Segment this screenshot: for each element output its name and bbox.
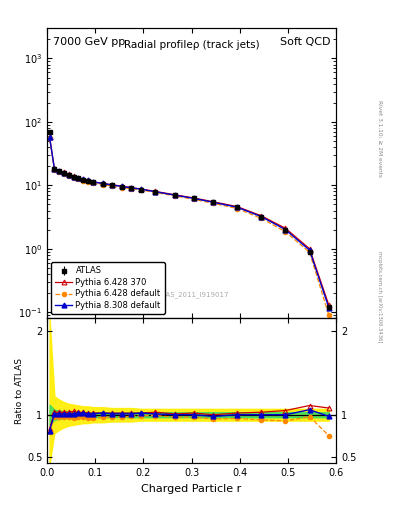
Pythia 6.428 default	[76, 176, 81, 182]
Pythia 6.428 default	[283, 229, 288, 235]
Line: Pythia 6.428 370: Pythia 6.428 370	[47, 135, 331, 307]
Pythia 8.308 default	[173, 192, 177, 198]
Pythia 8.308 default	[47, 134, 52, 140]
Pythia 6.428 370	[81, 176, 86, 182]
Pythia 6.428 370	[100, 180, 105, 186]
Pythia 8.308 default	[259, 214, 264, 220]
Pythia 8.308 default	[52, 166, 57, 172]
Pythia 8.308 default	[110, 182, 114, 188]
Pythia 8.308 default	[139, 186, 143, 192]
Pythia 8.308 default	[66, 172, 71, 178]
Pythia 6.428 370	[139, 186, 143, 192]
Pythia 8.308 default	[327, 305, 331, 311]
Pythia 8.308 default	[71, 174, 76, 180]
Pythia 6.428 370	[153, 188, 158, 195]
Line: Pythia 6.428 default: Pythia 6.428 default	[48, 136, 331, 317]
Pythia 6.428 default	[211, 200, 216, 206]
Pythia 6.428 default	[153, 189, 158, 196]
Pythia 6.428 370	[192, 195, 196, 201]
X-axis label: Charged Particle r: Charged Particle r	[141, 484, 242, 494]
Text: ATLAS_2011_I919017: ATLAS_2011_I919017	[154, 292, 230, 298]
Pythia 6.428 370	[119, 183, 124, 189]
Pythia 6.428 default	[129, 186, 134, 192]
Pythia 6.428 default	[57, 169, 62, 176]
Pythia 6.428 default	[100, 182, 105, 188]
Pythia 6.428 370	[307, 246, 312, 252]
Text: 7000 GeV pp: 7000 GeV pp	[53, 37, 125, 47]
Pythia 6.428 370	[327, 302, 331, 308]
Pythia 8.308 default	[192, 196, 196, 202]
Pythia 6.428 default	[62, 171, 66, 177]
Pythia 6.428 370	[71, 173, 76, 179]
Pythia 6.428 370	[259, 213, 264, 219]
Pythia 6.428 default	[52, 167, 57, 173]
Pythia 6.428 370	[62, 169, 66, 176]
Pythia 6.428 default	[259, 216, 264, 222]
Pythia 6.428 370	[129, 184, 134, 190]
Pythia 6.428 default	[192, 196, 196, 202]
Pythia 8.308 default	[86, 178, 90, 184]
Pythia 8.308 default	[90, 179, 95, 185]
Pythia 6.428 default	[66, 173, 71, 179]
Line: Pythia 8.308 default: Pythia 8.308 default	[47, 135, 331, 310]
Text: Soft QCD: Soft QCD	[280, 37, 330, 47]
Pythia 6.428 default	[139, 187, 143, 193]
Pythia 6.428 default	[90, 180, 95, 186]
Pythia 8.308 default	[307, 247, 312, 253]
Pythia 6.428 370	[47, 134, 52, 140]
Pythia 6.428 default	[327, 312, 331, 318]
Pythia 6.428 370	[173, 191, 177, 198]
Pythia 8.308 default	[81, 176, 86, 182]
Pythia 6.428 370	[66, 171, 71, 177]
Pythia 8.308 default	[153, 189, 158, 195]
Pythia 6.428 370	[57, 167, 62, 174]
Pythia 8.308 default	[100, 180, 105, 186]
Pythia 6.428 370	[235, 204, 240, 210]
Y-axis label: Ratio to ATLAS: Ratio to ATLAS	[15, 358, 24, 424]
Pythia 6.428 default	[110, 183, 114, 189]
Pythia 6.428 default	[71, 175, 76, 181]
Pythia 6.428 default	[81, 178, 86, 184]
Pythia 8.308 default	[76, 175, 81, 181]
Pythia 6.428 default	[47, 135, 52, 141]
Pythia 6.428 default	[86, 179, 90, 185]
Pythia 6.428 370	[86, 177, 90, 183]
Pythia 6.428 default	[235, 205, 240, 211]
Pythia 6.428 370	[110, 182, 114, 188]
Pythia 8.308 default	[211, 199, 216, 205]
Pythia 8.308 default	[129, 185, 134, 191]
Pythia 8.308 default	[283, 226, 288, 232]
Text: mcplots.cern.ch [arXiv:1306.3436]: mcplots.cern.ch [arXiv:1306.3436]	[377, 251, 382, 343]
Pythia 6.428 default	[119, 184, 124, 190]
Text: Rivet 3.1.10; ≥ 2M events: Rivet 3.1.10; ≥ 2M events	[377, 100, 382, 177]
Pythia 8.308 default	[235, 204, 240, 210]
Pythia 6.428 370	[76, 175, 81, 181]
Pythia 6.428 370	[90, 179, 95, 185]
Pythia 8.308 default	[119, 183, 124, 189]
Pythia 6.428 370	[52, 165, 57, 172]
Pythia 8.308 default	[57, 168, 62, 174]
Text: Radial profileρ (track jets): Radial profileρ (track jets)	[124, 40, 259, 50]
Pythia 8.308 default	[62, 170, 66, 176]
Pythia 6.428 370	[283, 225, 288, 231]
Legend: ATLAS, Pythia 6.428 370, Pythia 6.428 default, Pythia 8.308 default: ATLAS, Pythia 6.428 370, Pythia 6.428 de…	[51, 262, 165, 314]
Pythia 6.428 370	[211, 199, 216, 205]
Pythia 6.428 default	[307, 249, 312, 255]
Pythia 6.428 default	[173, 193, 177, 199]
